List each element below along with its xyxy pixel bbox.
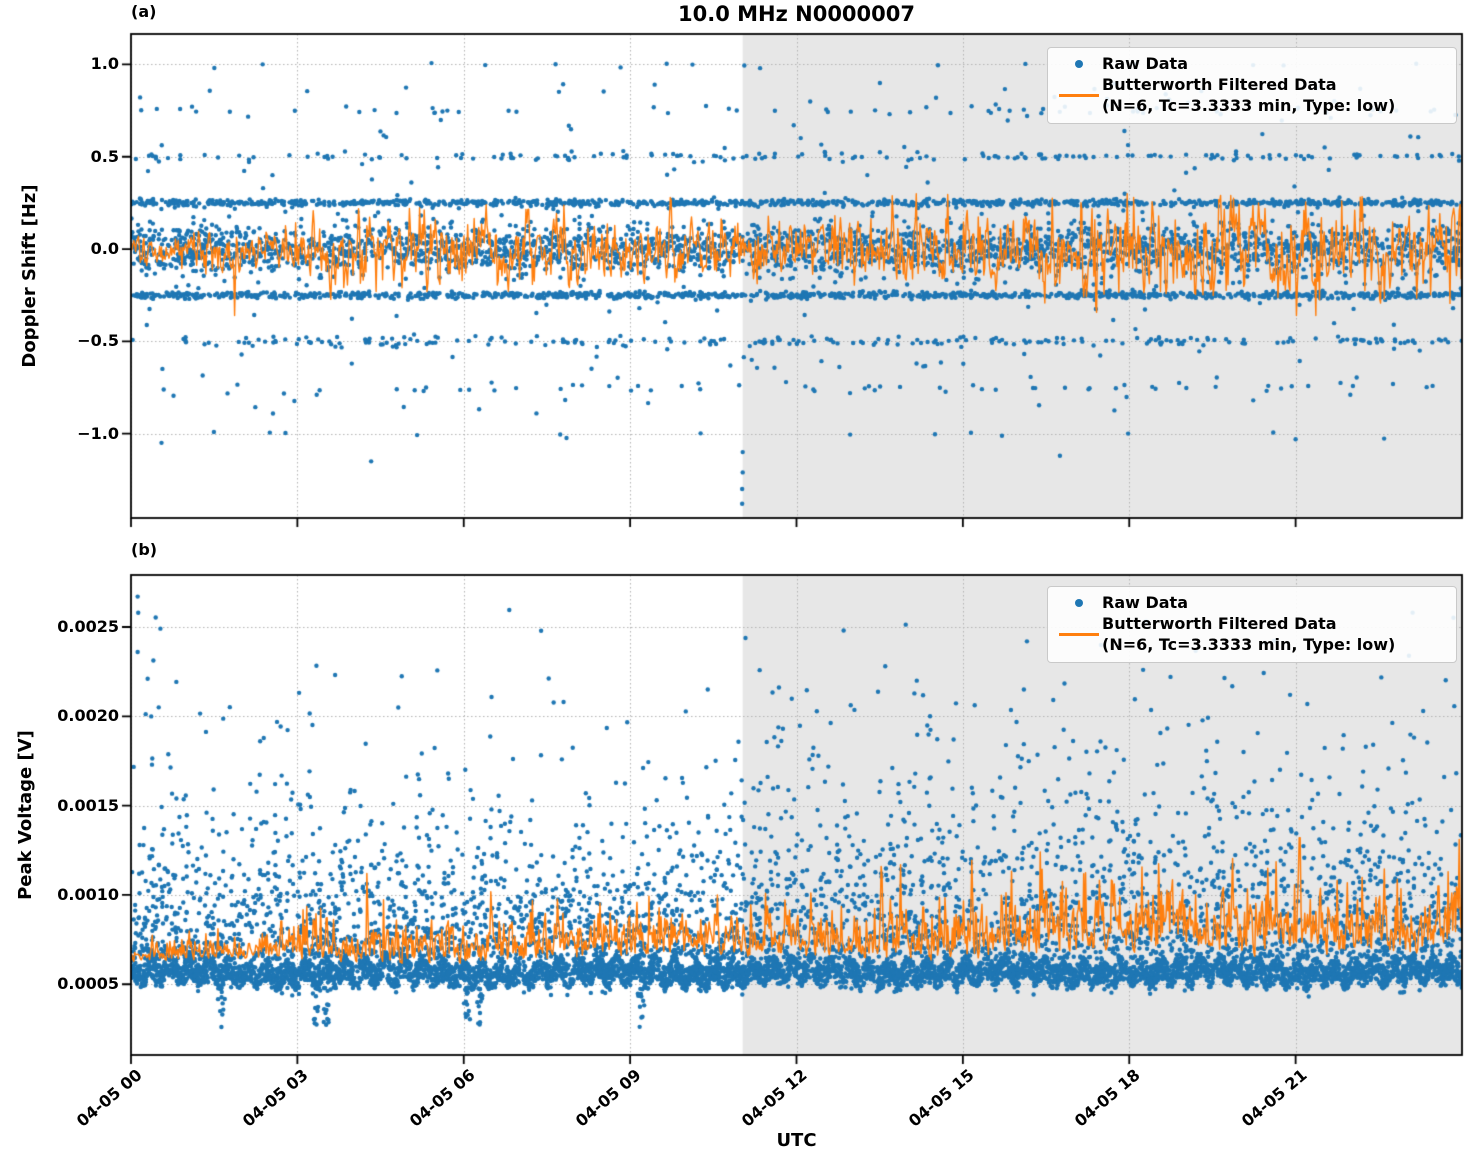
raw-data-marker-icon	[1056, 598, 1102, 607]
y-tick-label-b: 0.0025	[57, 616, 119, 636]
filtered-line-marker-icon	[1056, 632, 1102, 636]
y-tick-label-a: 0.0	[90, 239, 119, 259]
y-tick-label-b: 0.0020	[57, 706, 119, 726]
figure-title: 10.0 MHz N0000007	[678, 2, 915, 26]
legend-raw-label: Raw Data	[1102, 54, 1188, 73]
y-tick-label-b: 0.0005	[57, 974, 119, 994]
y-axis-label-doppler: Doppler Shift [Hz]	[19, 184, 40, 368]
legend-item-raw: Raw Data	[1056, 592, 1446, 613]
panel-b-label: (b)	[131, 540, 158, 559]
legend-item-raw: Raw Data	[1056, 53, 1446, 74]
y-tick-label-a: 0.5	[90, 146, 119, 166]
y-tick-label-b: 0.0010	[57, 884, 119, 904]
legend-raw-label: Raw Data	[1102, 593, 1188, 612]
legend-item-filtered: Butterworth Filtered Data (N=6, Tc=3.333…	[1056, 613, 1446, 655]
legend-filtered-label: Butterworth Filtered Data (N=6, Tc=3.333…	[1102, 614, 1396, 654]
legend-panel-a: Raw Data Butterworth Filtered Data (N=6,…	[1047, 47, 1457, 124]
filtered-line-marker-icon	[1056, 93, 1102, 97]
y-axis-label-voltage: Peak Voltage [V]	[15, 730, 36, 900]
y-tick-label-a: −1.0	[77, 423, 119, 443]
raw-data-marker-icon	[1056, 59, 1102, 68]
y-tick-label-a: 1.0	[90, 54, 119, 74]
y-tick-label-b: 0.0015	[57, 795, 119, 815]
y-tick-label-a: −0.5	[77, 331, 119, 351]
panel-a-label: (a)	[131, 2, 157, 21]
legend-panel-b: Raw Data Butterworth Filtered Data (N=6,…	[1047, 586, 1457, 663]
x-axis-label: UTC	[776, 1130, 817, 1151]
legend-filtered-label: Butterworth Filtered Data (N=6, Tc=3.333…	[1102, 75, 1396, 115]
legend-item-filtered: Butterworth Filtered Data (N=6, Tc=3.333…	[1056, 74, 1446, 116]
